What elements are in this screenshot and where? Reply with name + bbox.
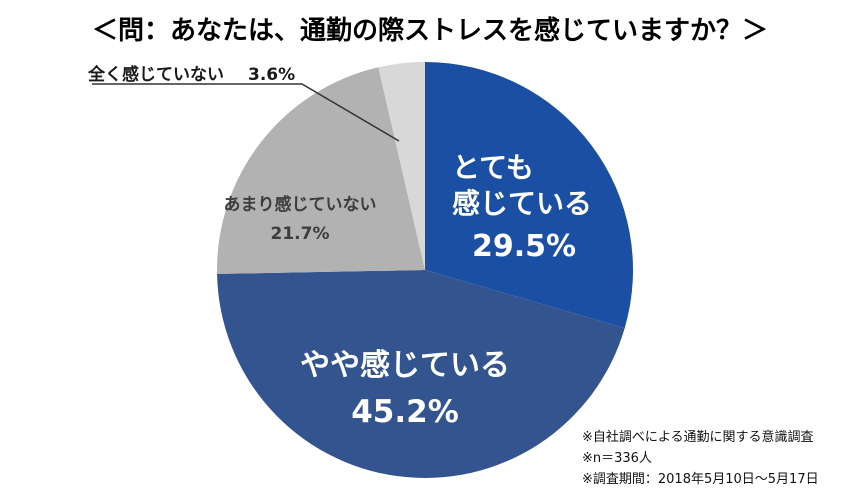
label-mattaku-name: 全く感じていない: [88, 65, 224, 85]
label-totemo-line2: 感じている: [452, 187, 593, 221]
label-totemo-pct: 29.5%: [472, 228, 577, 264]
chart-title: ＜問：あなたは、通勤の際ストレスを感じていますか？＞: [91, 16, 768, 46]
label-totemo-line1: とても: [452, 151, 534, 184]
pie-chart: [217, 62, 633, 478]
label-amari: あまり感じていない 21.7%: [195, 190, 405, 244]
label-mattaku-callout: 全く感じていない 3.6%: [88, 60, 295, 85]
label-yaya-pct: 45.2%: [351, 394, 459, 430]
label-amari-name: あまり感じていない: [223, 195, 377, 215]
footnote-survey-period: ※調査期間：2018年5月10日〜5月17日: [582, 471, 819, 487]
footnotes: ※自社調べによる通勤に関する意識調査 ※n＝336人 ※調査期間：2018年5月…: [582, 428, 819, 490]
label-totemo: とても 感じている 29.5%: [452, 150, 592, 264]
pie-slice-0: [425, 62, 633, 329]
footnote-source: ※自社調べによる通勤に関する意識調査: [582, 430, 814, 445]
pie-slice-1: [217, 270, 625, 478]
label-yaya-name: やや感じている: [300, 348, 510, 383]
label-yaya: やや感じている 45.2%: [235, 340, 575, 430]
label-amari-pct: 21.7%: [270, 224, 330, 244]
label-mattaku-pct: 3.6%: [248, 65, 296, 85]
footnote-sample-size: ※n＝336人: [582, 450, 652, 466]
